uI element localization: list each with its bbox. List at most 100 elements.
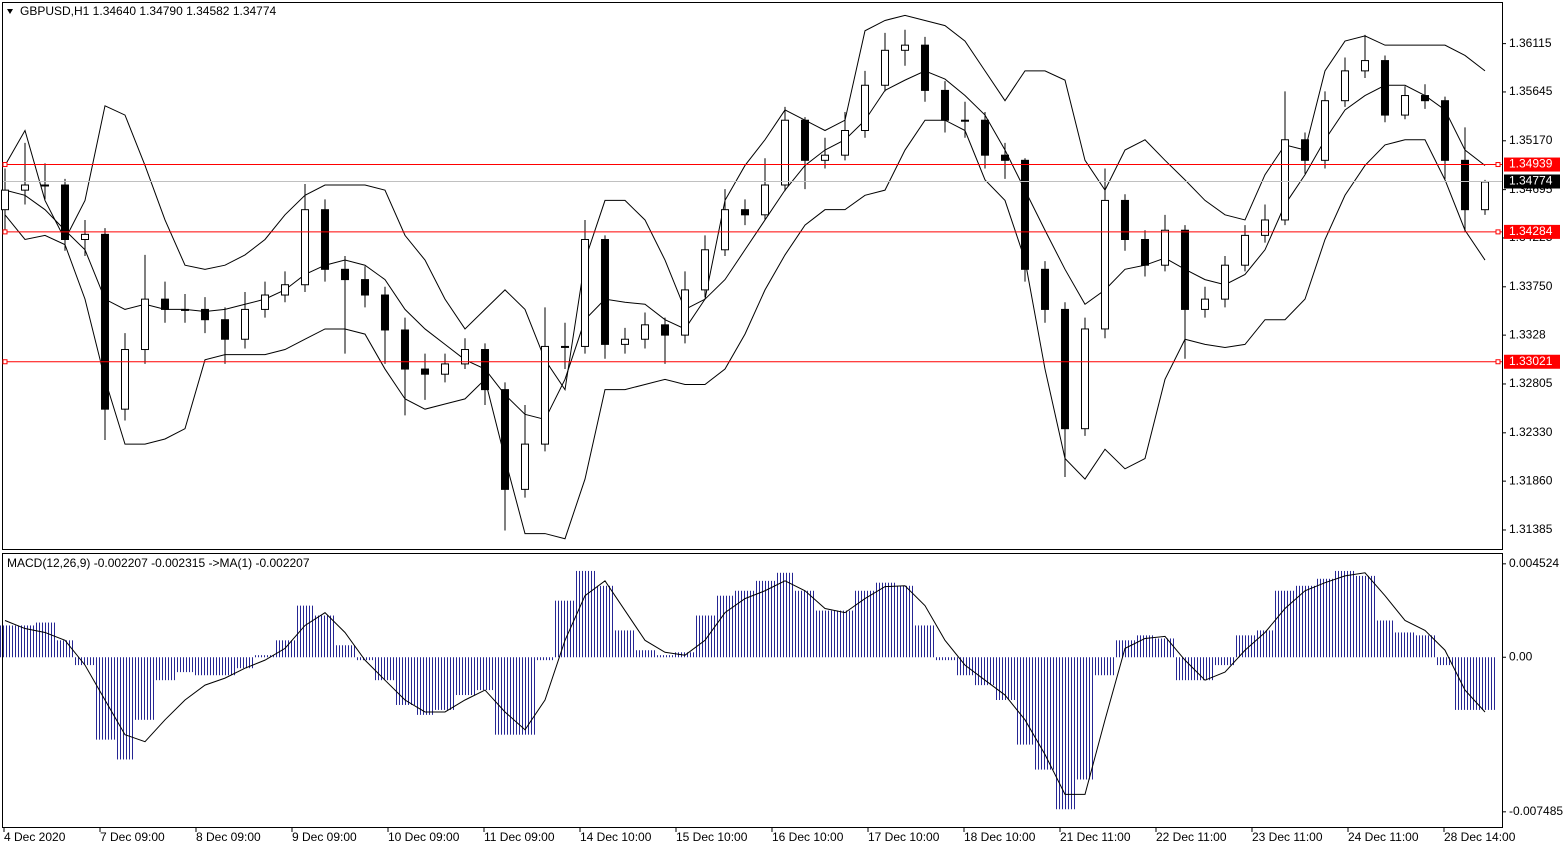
candle-body — [1021, 159, 1029, 270]
y-tick-label: 1.33750 — [1509, 279, 1553, 293]
candle-body — [61, 184, 69, 240]
y-tick-label: 0.00 — [1509, 649, 1533, 663]
level-tag — [1504, 354, 1560, 369]
macd-bar — [695, 615, 715, 658]
macd-bar — [1475, 657, 1495, 710]
x-tick-label: 11 Dec 09:00 — [484, 830, 555, 844]
macd-bar — [415, 657, 435, 715]
x-tick-label: 28 Dec 14:00 — [1444, 830, 1516, 844]
y-tick-label: 1.3328 — [1509, 327, 1546, 341]
macd-bar — [1315, 578, 1335, 658]
candle-body — [821, 154, 829, 161]
candle-body — [1241, 234, 1249, 266]
macd-bar — [235, 657, 255, 669]
macd-bar — [175, 657, 195, 673]
candle-body — [901, 44, 909, 51]
macd-bar — [335, 645, 355, 658]
candle-body — [1481, 181, 1489, 211]
candle-body — [1441, 100, 1449, 161]
macd-bar — [815, 610, 835, 658]
candle-body — [841, 130, 849, 156]
candle-body — [261, 294, 269, 310]
candle-body — [281, 284, 289, 296]
candle-body — [1181, 229, 1189, 310]
macd-bar — [395, 657, 415, 705]
macd-bar — [1055, 657, 1075, 810]
candle-body — [1001, 154, 1009, 161]
macd-bar — [1255, 630, 1275, 658]
macd-bar — [155, 657, 175, 681]
macd-bar — [715, 595, 735, 658]
candle-body — [521, 443, 529, 490]
candle-body — [81, 233, 89, 240]
candle-body — [121, 349, 129, 410]
macd-bar — [255, 655, 275, 658]
macd-bar — [1335, 570, 1355, 658]
symbol-header: GBPUSD,H1 1.34640 1.34790 1.34582 1.3477… — [20, 4, 277, 18]
macd-bar — [1295, 585, 1315, 658]
candle-body — [1461, 159, 1469, 211]
macd-bar — [75, 657, 95, 666]
candle-body — [1141, 238, 1149, 266]
candle-body — [1341, 70, 1349, 102]
macd-bar — [475, 657, 495, 691]
bollinger-band — [4, 119, 1486, 540]
candle-body — [881, 49, 889, 86]
macd-bar — [1175, 657, 1195, 681]
candle-body — [381, 294, 389, 331]
y-tick-label: 1.32330 — [1509, 425, 1553, 439]
macd-bar — [835, 610, 855, 658]
collapse-arrow[interactable] — [7, 9, 13, 14]
level-handle — [1495, 359, 1501, 365]
macd-bar — [855, 590, 875, 658]
candle-body — [501, 389, 509, 490]
macd-bar — [215, 657, 235, 676]
macd-bar — [995, 657, 1015, 700]
macd-bar — [435, 657, 455, 710]
macd-bar — [755, 580, 775, 658]
macd-bar — [635, 650, 655, 658]
candle-body — [861, 84, 869, 132]
macd-bar — [1215, 657, 1235, 666]
macd-bar — [515, 657, 535, 735]
macd-bar — [135, 657, 155, 720]
macd-bar — [15, 625, 35, 658]
candle-body — [801, 119, 809, 161]
macd-bar — [795, 590, 815, 658]
macd-bar — [1415, 635, 1435, 658]
candle-body — [241, 308, 249, 340]
candle-body — [1381, 60, 1389, 116]
macd-signal — [4, 572, 1486, 795]
macd-bar — [1455, 657, 1475, 710]
level-tag — [1504, 157, 1560, 172]
x-tick-label: 7 Dec 09:00 — [100, 830, 165, 844]
candle-body — [1041, 268, 1049, 310]
macd-bar — [935, 657, 955, 661]
candle-body — [101, 233, 109, 410]
macd-bar — [955, 657, 975, 676]
candle-body — [941, 89, 949, 121]
macd-bar — [55, 640, 75, 658]
candle-body — [1, 189, 9, 211]
candle-body — [781, 119, 789, 186]
y-tick-label: 1.35170 — [1509, 133, 1553, 147]
y-tick-label: 1.31385 — [1509, 522, 1553, 536]
candle-body — [961, 119, 969, 122]
candle-body — [1121, 199, 1129, 240]
macd-bar — [1355, 575, 1375, 658]
macd-bar — [1155, 638, 1175, 658]
macd-bar — [1235, 635, 1255, 658]
candle-body — [361, 279, 369, 296]
macd-bar — [95, 657, 115, 740]
x-tick-label: 17 Dec 10:00 — [868, 830, 940, 844]
bollinger-band — [4, 14, 1486, 391]
macd-bar — [1375, 620, 1395, 658]
candle-body — [981, 119, 989, 156]
level-handle — [2, 359, 8, 365]
x-tick-label: 22 Dec 11:00 — [1156, 830, 1227, 844]
y-tick-label: 1.35645 — [1509, 84, 1553, 98]
candle-body — [181, 308, 189, 311]
candle-body — [321, 209, 329, 270]
x-tick-label: 4 Dec 2020 — [4, 830, 66, 844]
